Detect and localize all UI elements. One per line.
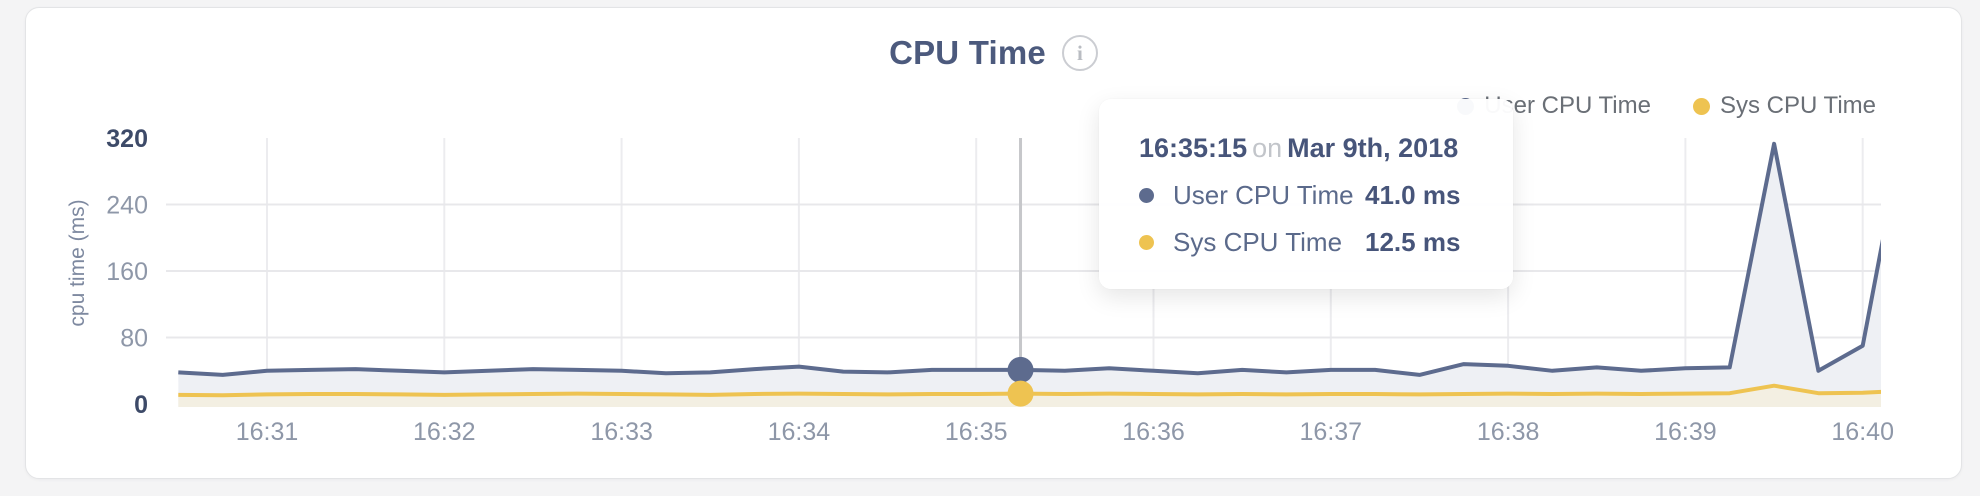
y-tick-label: 240 (106, 192, 148, 220)
x-tick-label: 16:36 (1122, 418, 1185, 446)
cpu-time-chart[interactable]: 16:31 16:32 16:33 16:34 16:35 16:36 16:37 16:38… (26, 8, 1961, 478)
chart-tooltip: 16:35:15 on Mar 9th, 2018 User CPU Time 41… (1099, 99, 1513, 289)
series-area-user (178, 143, 1881, 407)
chart-legend: User CPU Time Sys CPU Time (1457, 92, 1876, 120)
tooltip-label-sys: Sys CPU Time (1173, 227, 1343, 257)
series-line-user (178, 141, 1881, 377)
info-icon[interactable]: i (1061, 35, 1098, 71)
highlight-dot-user (1007, 356, 1034, 383)
x-tick-label: 16:39 (1654, 418, 1717, 446)
x-tick-label: 16:33 (590, 418, 653, 446)
x-tick-label: 16:40 (1831, 418, 1894, 446)
legend-dot-sys (1692, 97, 1710, 115)
plot-area (178, 138, 1881, 407)
tooltip-value-sys: 12.5 ms (1365, 227, 1461, 257)
series-line-sys (178, 383, 1881, 398)
x-tick-label: 16:31 (236, 418, 299, 446)
highlight-dot-sys (1007, 380, 1034, 407)
tooltip-date: Mar 9th, 2018 (1287, 133, 1459, 163)
y-tick-label: 0 (134, 391, 148, 419)
chart-header: CPU Time i (26, 34, 1961, 72)
y-tick-label: 320 (106, 125, 148, 153)
tooltip-value-user: 41.0 ms (1365, 180, 1461, 210)
tooltip-label-user: User CPU Time (1173, 180, 1354, 210)
tooltip-row-sys: Sys CPU Time 12.5 ms (1139, 227, 1483, 258)
chart-title: CPU Time (889, 34, 1046, 71)
y-axis-label: cpu time (ms) (66, 199, 89, 327)
tooltip-dot-sys (1139, 235, 1154, 250)
tooltip-dot-user (1139, 188, 1154, 203)
x-tick-label: 16:35 (945, 418, 1008, 446)
x-tick-label: 16:34 (768, 418, 831, 446)
x-tick-label: 16:32 (413, 418, 476, 446)
x-tick-label: 16:38 (1477, 418, 1540, 446)
tooltip-conjunction: on (1252, 133, 1283, 163)
tooltip-row-user: User CPU Time 41.0 ms (1139, 180, 1483, 211)
tooltip-header: 16:35:15 on Mar 9th, 2018 (1139, 132, 1483, 164)
legend-label-sys: Sys CPU Time (1719, 92, 1876, 119)
legend-item-sys[interactable]: Sys CPU Time (1692, 92, 1876, 120)
y-tick-label: 80 (120, 325, 148, 353)
cpu-time-chart-card: CPU Time i User CPU Time Sys CPU Time 16… (25, 7, 1962, 479)
y-tick-label: 160 (106, 258, 148, 286)
x-tick-label: 16:37 (1300, 418, 1363, 446)
tooltip-time: 16:35:15 (1139, 133, 1248, 163)
